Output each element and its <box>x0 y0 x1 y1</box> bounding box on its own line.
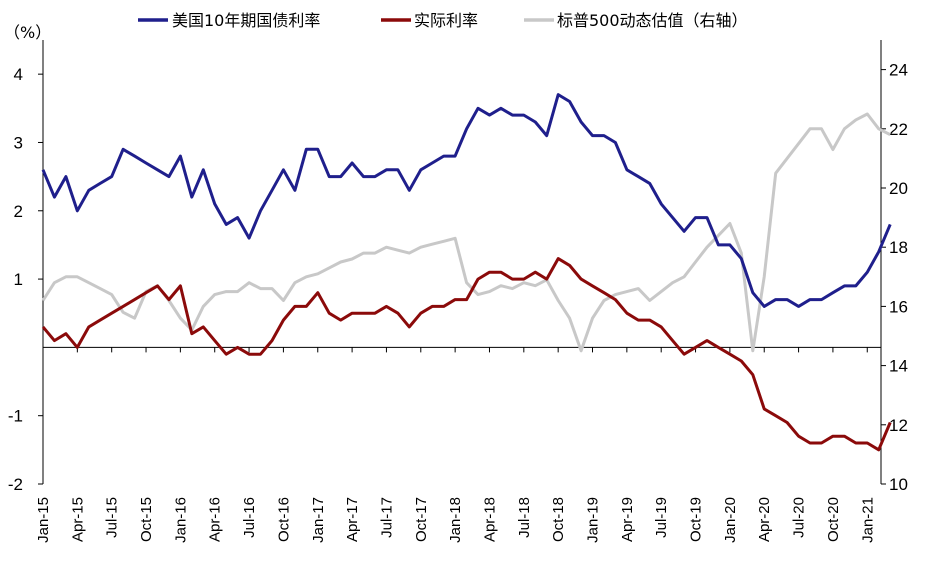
x-tick-label: Apr-16 <box>207 497 224 542</box>
left-tick-label: 4 <box>14 65 23 84</box>
x-tick-label: Jan-17 <box>310 497 327 543</box>
x-tick-label: Jan-18 <box>447 497 464 543</box>
right-tick-label: 14 <box>889 357 908 376</box>
x-tick-label: Apr-15 <box>69 497 86 542</box>
right-tick-label: 18 <box>889 238 908 257</box>
series-line-sp500 <box>41 112 891 353</box>
x-tick-label: Jul-18 <box>516 497 533 538</box>
series-line-treasury <box>41 93 892 308</box>
legend: 美国10年期国债利率 实际利率 标普500动态估值（右轴） <box>138 11 748 30</box>
left-axis-unit: （%） <box>4 23 51 42</box>
x-tick-label: Jul-17 <box>378 497 395 538</box>
right-tick-label: 12 <box>889 416 908 435</box>
x-tick-label: Apr-18 <box>481 497 498 542</box>
x-tick-label: Jan-20 <box>722 497 739 543</box>
x-tick-label: Jul-20 <box>791 497 808 538</box>
x-tick-label: Oct-20 <box>825 497 842 542</box>
left-tick-label: 2 <box>14 202 23 221</box>
x-tick-label: Oct-18 <box>550 497 567 542</box>
x-tick-label: Jul-15 <box>104 497 121 538</box>
x-tick-label: Apr-17 <box>344 497 361 542</box>
left-tick-label: 1 <box>14 270 23 289</box>
x-tick-label: Jan-21 <box>859 497 876 543</box>
legend-label-treasury: 美国10年期国债利率 <box>172 11 320 30</box>
series-layer <box>41 93 892 452</box>
right-tick-label: 24 <box>889 61 908 80</box>
right-tick-label: 22 <box>889 120 908 139</box>
x-tick-label: Oct-19 <box>688 497 705 542</box>
series-line-real <box>41 257 892 452</box>
right-tick-label: 16 <box>889 297 908 316</box>
x-tick-label: Jan-15 <box>35 497 52 543</box>
x-tick-label: Oct-15 <box>138 497 155 542</box>
right-tick-label: 10 <box>889 475 908 494</box>
left-tick-label: -1 <box>8 407 23 426</box>
x-tick-label: Oct-16 <box>275 497 292 542</box>
legend-label-sp500: 标普500动态估值（右轴） <box>557 11 748 30</box>
x-tick-label: Jan-16 <box>172 497 189 543</box>
x-tick-label: Oct-17 <box>413 497 430 542</box>
legend-label-real: 实际利率 <box>414 11 478 30</box>
x-tick-label: Apr-19 <box>619 497 636 542</box>
left-tick-label: 3 <box>14 133 23 152</box>
x-tick-label: Jul-19 <box>653 497 670 538</box>
left-tick-label: -2 <box>8 475 23 494</box>
x-tick-label: Apr-20 <box>756 497 773 542</box>
right-tick-label: 20 <box>889 179 908 198</box>
x-tick-label: Jan-19 <box>585 497 602 543</box>
x-tick-label: Jul-16 <box>241 497 258 538</box>
